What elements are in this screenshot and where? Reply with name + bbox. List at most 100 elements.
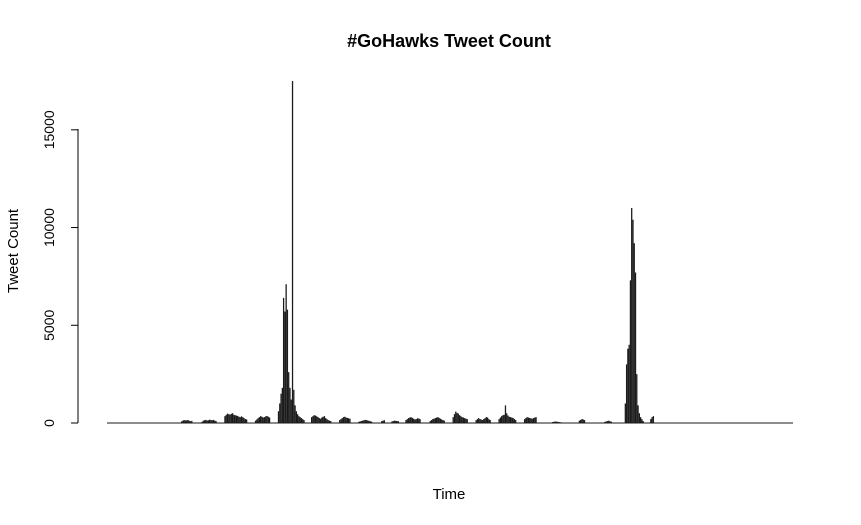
bar	[279, 403, 281, 423]
bar	[638, 413, 640, 423]
bar	[325, 418, 327, 423]
bar	[340, 419, 342, 423]
bar	[288, 372, 290, 423]
bar	[188, 420, 190, 423]
chart-title: #GoHawks Tweet Count	[347, 31, 551, 51]
bar	[267, 416, 269, 423]
bar	[409, 417, 411, 423]
bar	[458, 415, 461, 423]
bar	[485, 417, 487, 423]
bar	[651, 417, 653, 423]
bar	[578, 420, 581, 423]
bar	[318, 418, 320, 423]
bar	[238, 416, 240, 423]
bar	[281, 387, 283, 423]
y-axis-label: Tweet Count	[5, 208, 22, 293]
bar	[182, 420, 184, 423]
bar	[231, 413, 234, 423]
x-axis-label: Time	[433, 486, 466, 503]
bar	[359, 421, 361, 423]
bar	[363, 420, 365, 423]
bar	[453, 414, 456, 423]
bar	[233, 414, 235, 423]
bar	[228, 414, 230, 423]
bar	[605, 421, 607, 423]
bar	[284, 311, 286, 423]
bar	[629, 280, 632, 423]
bar	[452, 417, 454, 423]
bar	[634, 272, 637, 423]
bar	[285, 284, 287, 423]
bar	[323, 416, 326, 423]
bar	[484, 418, 486, 423]
bar	[410, 417, 412, 423]
bar	[237, 415, 239, 423]
bar	[226, 413, 229, 423]
bar	[183, 420, 185, 423]
bar	[300, 418, 303, 423]
bar	[483, 419, 485, 423]
y-ticks: 0 5000 10000 15000	[41, 110, 78, 427]
bar	[397, 421, 399, 423]
bar	[411, 417, 414, 423]
bar	[530, 418, 532, 423]
bar	[632, 219, 634, 423]
bar	[245, 419, 248, 423]
bar	[257, 418, 259, 423]
bar	[207, 420, 210, 423]
bar	[627, 348, 629, 423]
bar	[418, 418, 420, 423]
bar	[443, 420, 445, 423]
bar	[383, 420, 385, 423]
bar	[342, 417, 345, 423]
bar	[478, 418, 480, 423]
bar	[211, 420, 213, 423]
bar	[407, 418, 410, 423]
bar	[209, 419, 211, 423]
bar	[184, 420, 187, 423]
bar	[608, 420, 610, 423]
bar	[268, 417, 271, 423]
bar	[628, 344, 630, 423]
bar	[481, 420, 484, 423]
bar	[582, 419, 584, 423]
bar	[432, 419, 434, 423]
bar	[583, 420, 586, 423]
bar	[636, 374, 638, 423]
bar	[554, 421, 556, 423]
bar	[330, 421, 332, 423]
bar	[416, 418, 419, 423]
bar	[624, 403, 626, 423]
bar	[489, 420, 491, 423]
bar	[532, 418, 535, 423]
bar	[364, 419, 366, 423]
bar	[479, 419, 481, 423]
bar	[261, 416, 263, 423]
bar	[235, 415, 238, 423]
bar	[437, 417, 439, 423]
bar	[429, 421, 431, 423]
y-tick-label: 10000	[41, 208, 57, 247]
bar	[498, 419, 500, 423]
bar	[299, 417, 301, 423]
bar	[604, 421, 606, 423]
bar	[499, 417, 502, 423]
bar	[555, 421, 558, 423]
bar	[294, 405, 296, 423]
bar	[476, 419, 479, 423]
bar	[557, 421, 559, 423]
bar	[502, 415, 504, 423]
bar	[439, 418, 442, 423]
bar	[395, 420, 397, 423]
y-tick-label: 15000	[41, 110, 57, 149]
bar	[513, 419, 516, 423]
bar	[393, 420, 396, 423]
bar	[339, 420, 341, 423]
bar	[282, 297, 285, 423]
bar	[415, 419, 417, 423]
bar	[581, 419, 583, 423]
bar	[258, 417, 261, 423]
bar	[328, 420, 331, 423]
bar	[507, 415, 509, 423]
bar	[265, 416, 267, 423]
